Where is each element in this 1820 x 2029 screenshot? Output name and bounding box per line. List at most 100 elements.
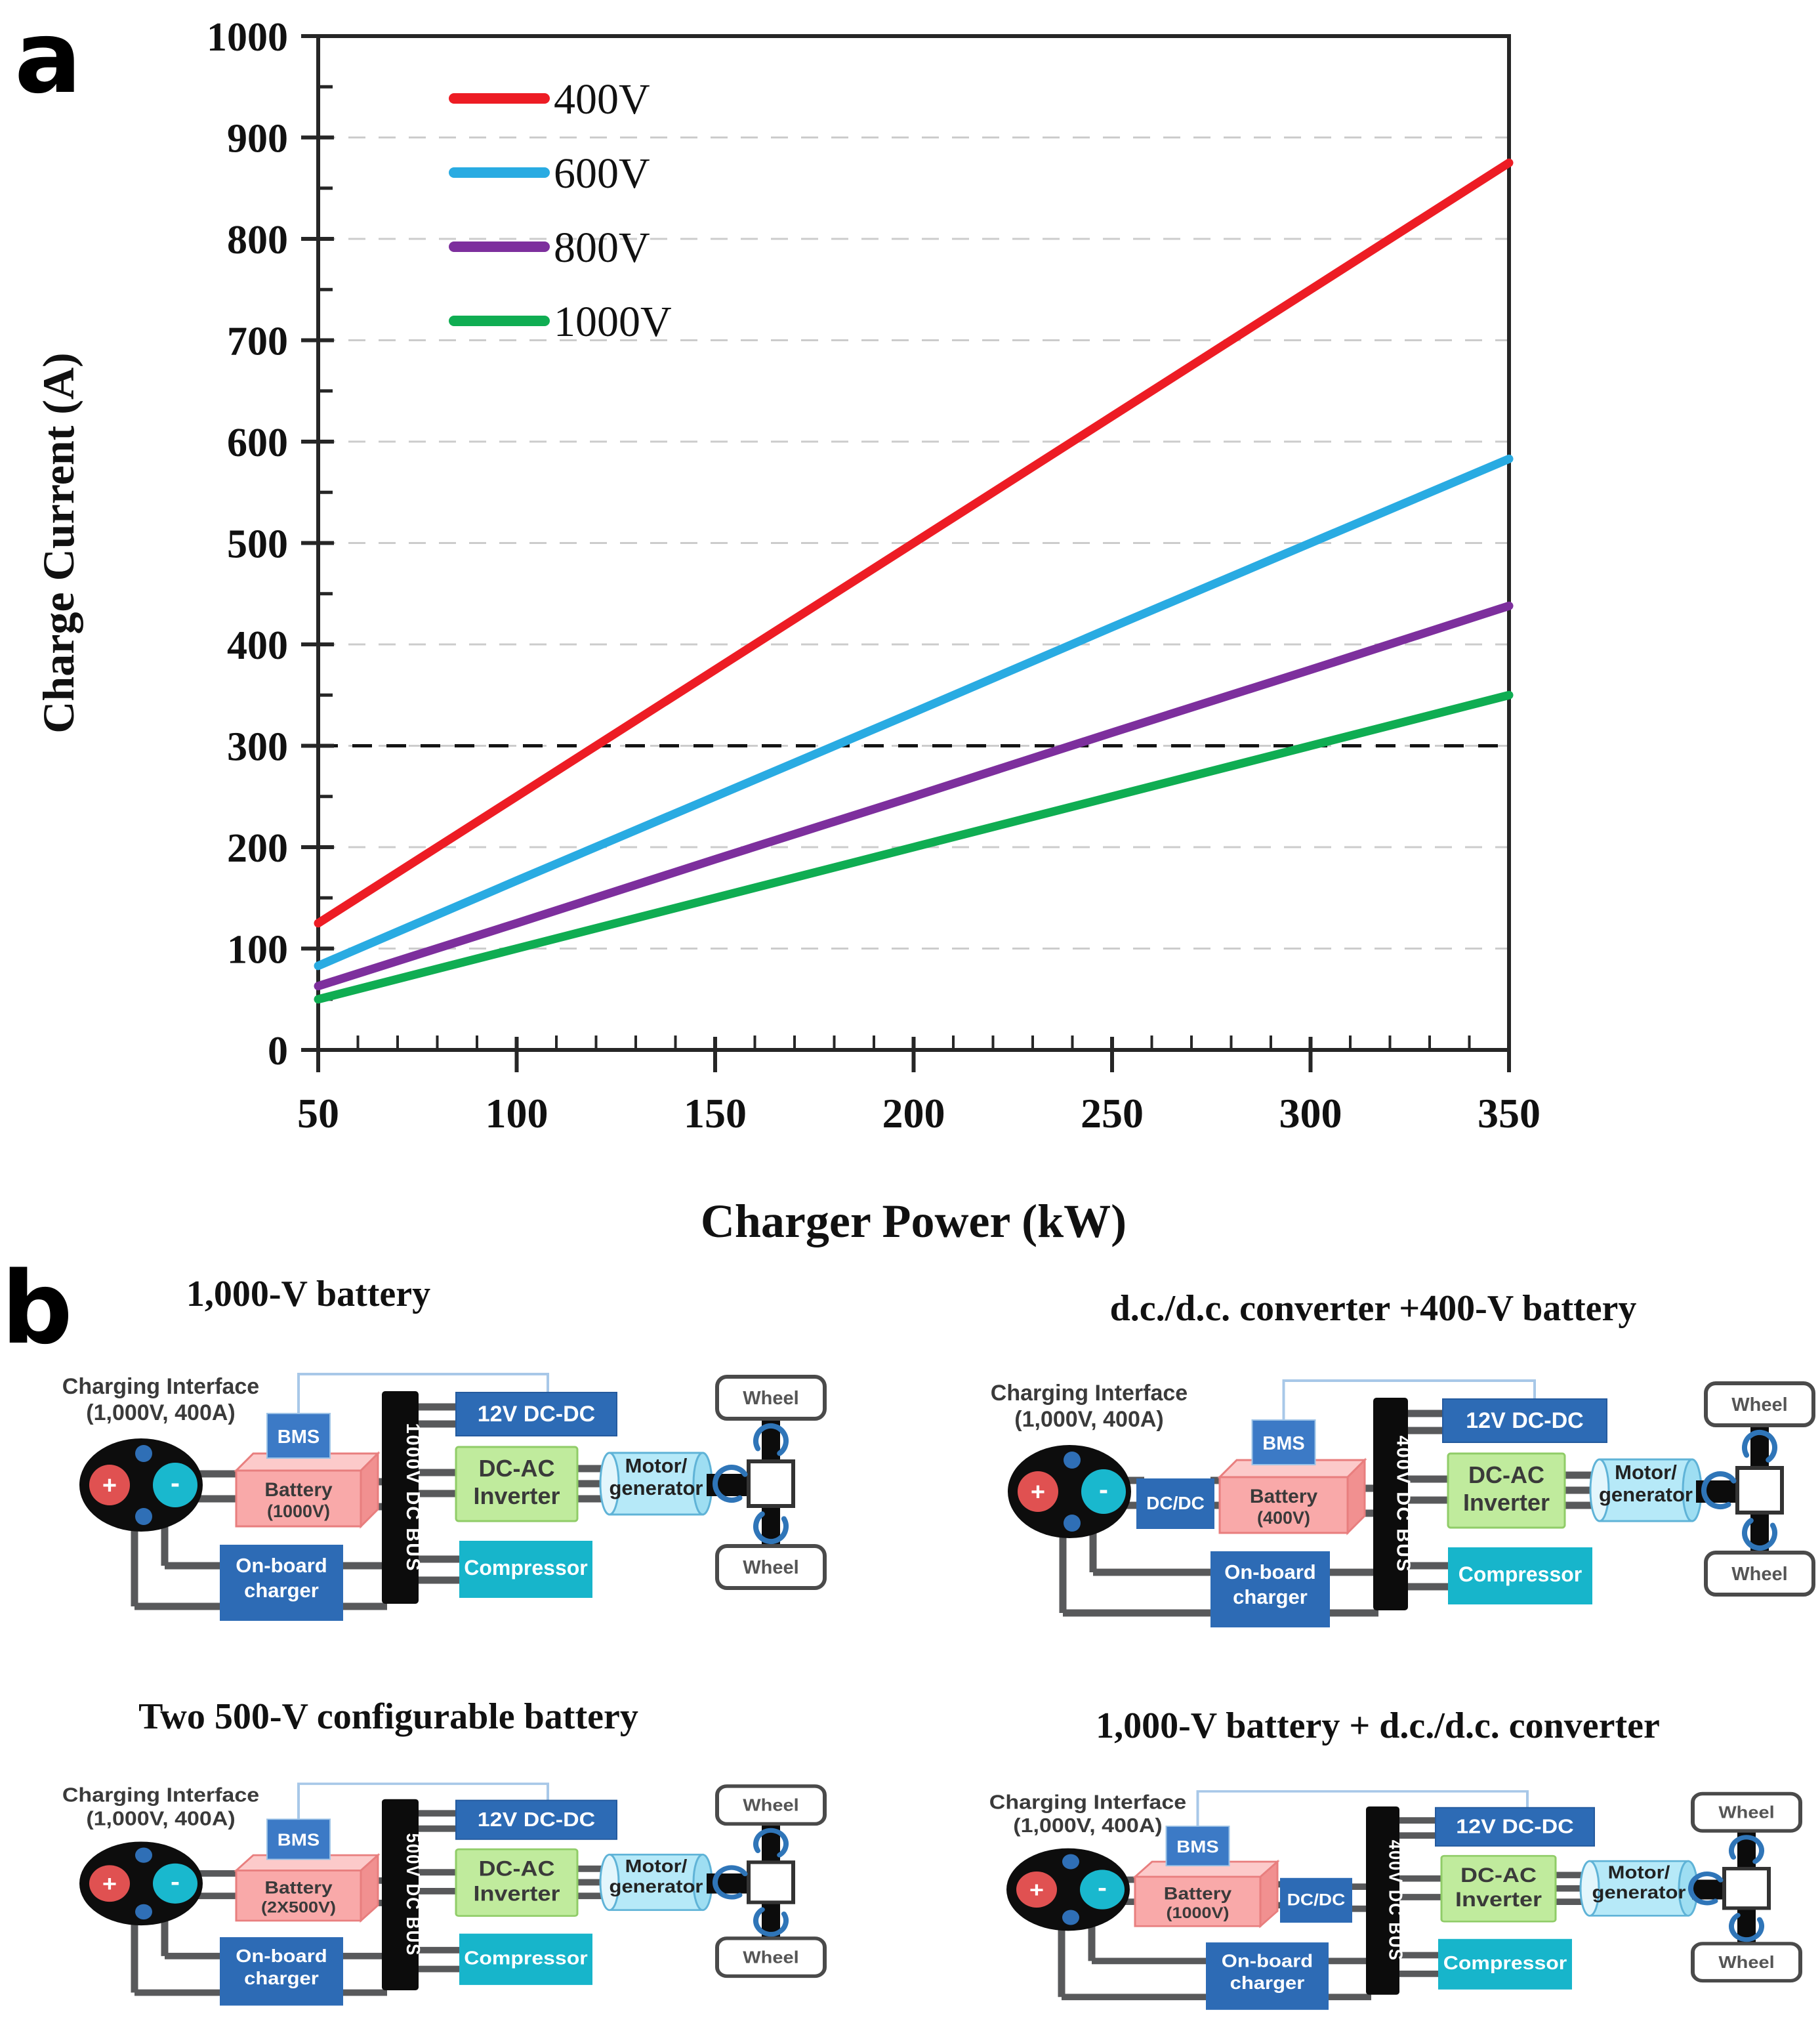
onboard-charger-box — [220, 1545, 343, 1621]
inverter-box — [455, 1848, 579, 1917]
connector-minus-pin — [153, 1863, 197, 1904]
diagram-title-two-500v-battery: Two 500-V configurable battery — [138, 1696, 638, 1737]
bms-box — [266, 1818, 331, 1860]
battery-label: Battery — [1250, 1486, 1318, 1507]
onboard-charger-label-line2: charger — [1230, 1973, 1305, 1993]
charging-interface-label-line2: (1,000V, 400A) — [1013, 1814, 1162, 1837]
diagram-title-dcdc-400v-battery: d.c./d.c. converter +400-V battery — [1109, 1288, 1637, 1329]
motor-label-line1: Motor/ — [625, 1856, 688, 1877]
x-axis-title: Charger Power (kW) — [701, 1195, 1127, 1247]
bms-wire — [297, 1373, 549, 1415]
battery-box — [1218, 1476, 1349, 1534]
onboard-charger-label-line2: charger — [244, 1968, 319, 1988]
connector-aux-pin-top — [135, 1445, 152, 1462]
inverter-box — [1440, 1854, 1557, 1923]
connector-minus-sign: - — [171, 1467, 180, 1498]
charging-connector-icon — [79, 1841, 203, 1926]
inverter-box — [1447, 1452, 1566, 1529]
y-axis-tick-label: 1000 — [207, 15, 288, 60]
rotation-arrow-icon — [753, 1511, 789, 1545]
y-axis-tick-label: 0 — [268, 1029, 288, 1074]
wheel-bottom-box — [715, 1936, 827, 1978]
onboard-charger-label-line2: charger — [1233, 1585, 1308, 1608]
wheel-top-box — [1691, 1791, 1802, 1833]
motor-body — [608, 1853, 704, 1912]
wheel-top-label: Wheel — [743, 1388, 798, 1409]
connector-aux-pin-bottom — [135, 1904, 152, 1920]
connector-plus-pin — [89, 1465, 130, 1505]
x-axis-tick-label: 300 — [1279, 1090, 1342, 1137]
charging-interface-label-line1: Charging Interface — [991, 1381, 1188, 1406]
dc12-label: 12V DC-DC — [478, 1809, 595, 1831]
x-axis-tick-label: 150 — [684, 1090, 747, 1137]
rotation-arrow-icon — [713, 1865, 748, 1900]
onboard-charger-label-line1: On-board — [1222, 1952, 1313, 1971]
connector-minus-sign: - — [1098, 1874, 1107, 1901]
x-axis-tick-label: 50 — [297, 1090, 339, 1137]
y-axis-tick-label: 700 — [227, 320, 288, 364]
wheel-top-label: Wheel — [743, 1795, 798, 1814]
wheel-bottom-label: Wheel — [1731, 1564, 1787, 1585]
motor-label-line1: Motor/ — [1615, 1461, 1677, 1484]
compressor-label: Compressor — [464, 1948, 588, 1969]
bms-wire — [1282, 1379, 1536, 1421]
connector-aux-pin-top — [135, 1847, 152, 1863]
connector-aux-pin-top — [1064, 1452, 1081, 1469]
motor-cap-left — [1589, 1458, 1610, 1522]
motor-cap-left — [599, 1452, 620, 1516]
connector-plus-pin — [89, 1865, 130, 1902]
battery-rating-label: (400V) — [1257, 1508, 1310, 1528]
battery-label: Battery — [264, 1878, 332, 1898]
compressor-box — [459, 1933, 592, 1985]
y-axis-tick-label: 400 — [227, 623, 288, 668]
charging-interface-label-line2: (1,000V, 400A) — [86, 1807, 235, 1830]
inverter-label-line1: DC-AC — [1460, 1864, 1537, 1887]
charging-connector-icon — [79, 1438, 203, 1532]
rotation-arrow-icon — [1701, 1471, 1737, 1510]
charging-connector-icon — [1008, 1445, 1131, 1538]
dc-bus-bar — [1366, 1806, 1399, 1995]
battery-label: Battery — [1164, 1884, 1232, 1904]
bms-label: BMS — [1176, 1837, 1218, 1856]
inverter-label-line2: Inverter — [473, 1882, 560, 1906]
charge-current-vs-power-chart: 0 100 200 300 400 500 600 700 800 900 1000 50 100 150… — [33, 15, 1541, 1247]
onboard-charger-label-line2: charger — [244, 1579, 319, 1602]
rotation-arrow-icon — [753, 1828, 789, 1858]
diagram-title-1000v-battery-dcdc: 1,000-V battery + d.c./d.c. converter — [1096, 1705, 1660, 1746]
rotation-arrow-icon — [1742, 1518, 1777, 1551]
charging-connector-icon — [1006, 1848, 1130, 1931]
battery-box — [1134, 1875, 1262, 1927]
charging-interface-label-line1: Charging Interface — [62, 1784, 259, 1806]
y-axis-tick-label: 600 — [227, 421, 288, 465]
inverter-label-line2: Inverter — [1463, 1489, 1550, 1516]
dc12-box — [1442, 1398, 1607, 1443]
bms-wire — [1196, 1790, 1529, 1828]
connector-minus-pin — [1080, 1870, 1125, 1910]
dc-bus-bar — [1373, 1398, 1408, 1610]
motor-shaft — [1692, 1879, 1724, 1900]
bms-wire — [297, 1782, 549, 1821]
compressor-label: Compressor — [1443, 1953, 1567, 1973]
bms-box — [1251, 1419, 1316, 1465]
battery-label: Battery — [264, 1479, 333, 1501]
differential-box — [747, 1459, 795, 1508]
y-axis-tick-label: 800 — [227, 218, 288, 262]
inverter-label-line1: DC-AC — [479, 1455, 555, 1482]
onboard-charger-label-line1: On-board — [1224, 1560, 1316, 1583]
dc12-label: 12V DC-DC — [478, 1402, 595, 1427]
dcdc-box — [1280, 1877, 1352, 1923]
connector-aux-pin-bottom — [1064, 1515, 1081, 1532]
bms-box — [266, 1413, 331, 1459]
dc12-box — [455, 1392, 617, 1436]
rotation-arrow-icon — [753, 1907, 789, 1937]
rotation-arrow-icon — [713, 1465, 748, 1503]
rotation-arrow-icon — [1742, 1429, 1777, 1463]
bms-label: BMS — [278, 1830, 320, 1849]
y-axis-tick-label: 200 — [227, 826, 288, 871]
panel-b-label: b — [1, 1250, 73, 1366]
legend-label-400V: 400V — [554, 75, 650, 123]
inverter-label-line1: DC-AC — [479, 1857, 555, 1881]
battery-box — [235, 1469, 362, 1528]
connector-plus-sign: + — [102, 1472, 117, 1499]
